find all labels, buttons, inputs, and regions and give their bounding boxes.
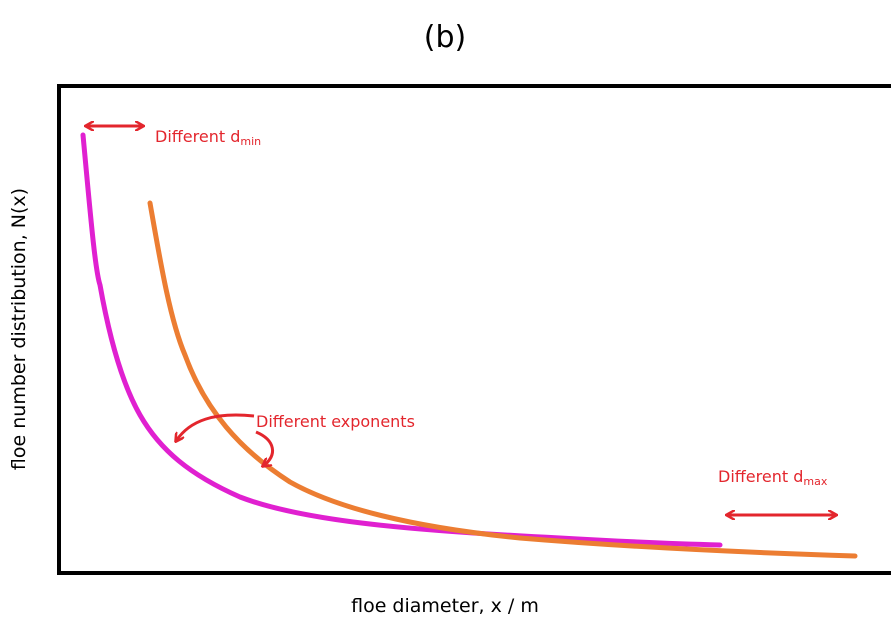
dmin-sub: min — [240, 135, 261, 148]
dmax-sub: max — [803, 475, 827, 488]
exponents-label: Different exponents — [256, 412, 415, 431]
dmin-label: Different dmin — [155, 127, 261, 148]
y-axis-label: floe number distribution, N(x) — [8, 188, 30, 470]
x-axis-label: floe diameter, x / m — [351, 595, 539, 617]
exponent-arrow-2 — [255, 430, 274, 466]
curve-orange — [147, 200, 858, 559]
title: (b) — [424, 20, 466, 55]
dmax-label: Different dmax — [718, 467, 828, 488]
dmin-text: Different d — [155, 127, 240, 146]
dmax-text: Different d — [718, 467, 803, 486]
exponent-arrow-1 — [176, 413, 255, 441]
curve-magenta — [80, 132, 723, 548]
plot-frame — [57, 84, 891, 575]
